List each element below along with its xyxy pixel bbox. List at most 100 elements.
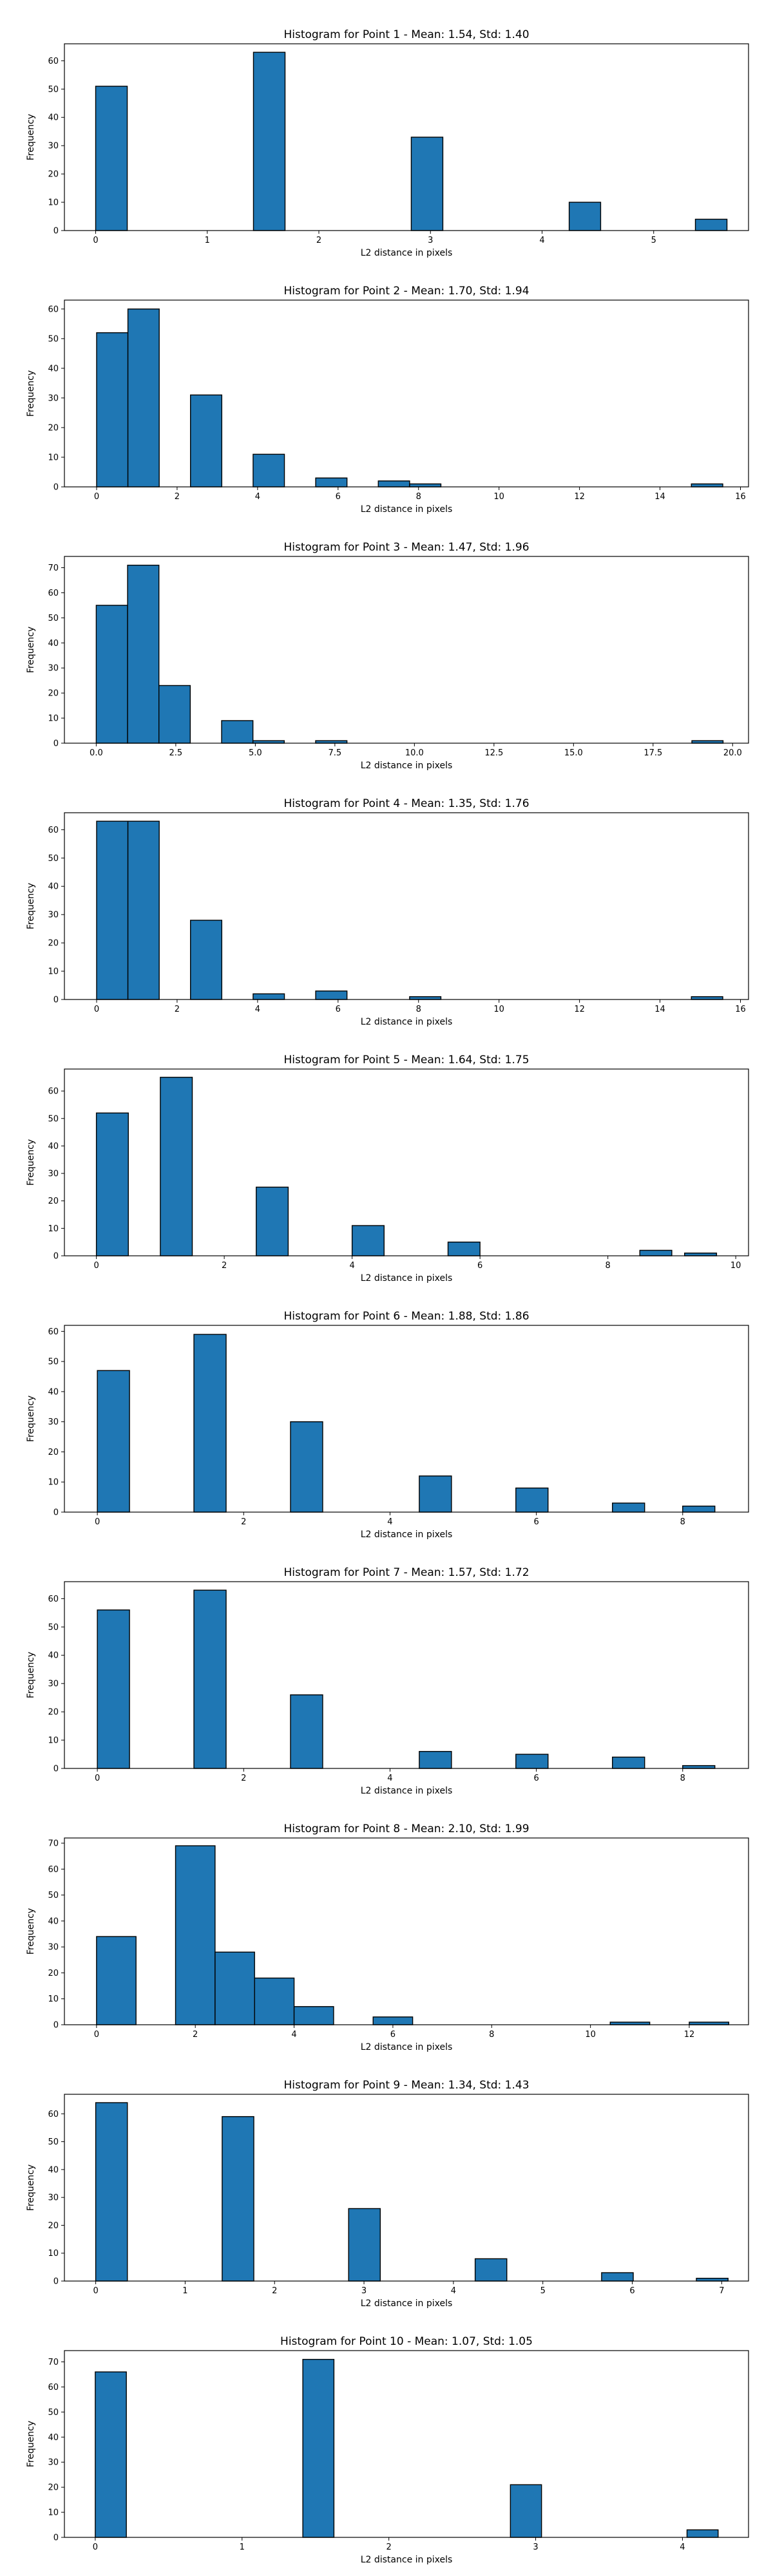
x-tick-label: 1 [205,236,210,245]
y-tick-label: 40 [48,1651,59,1661]
histogram-point-3: Histogram for Point 3 - Mean: 1.47, Std:… [26,541,749,771]
histogram-bar [96,820,129,1000]
y-tick-label: 60 [48,1595,59,1604]
histogram-point-4: Histogram for Point 4 - Mean: 1.35, Std:… [26,797,749,1027]
histogram-bar [221,720,254,744]
y-tick-label: 40 [48,639,59,649]
histogram-bar [377,480,410,488]
y-tick-label: 30 [48,2193,59,2203]
y-tick-label: 50 [48,1114,59,1124]
x-tick-label: 16 [735,1005,746,1014]
x-axis-label: L2 distance in pixels [361,248,453,258]
histogram-bar [691,996,723,1000]
x-tick-label: 6 [336,1005,341,1014]
y-tick-label: 40 [48,1142,59,1151]
x-tick-label: 2.5 [169,748,183,758]
y-tick-label: 10 [48,714,59,724]
histogram-bar [419,1750,452,1769]
histogram-point-5: Histogram for Point 5 - Mean: 1.64, Std:… [26,1054,749,1283]
x-tick-label: 0 [93,1261,99,1271]
chart-title: Histogram for Point 6 - Mean: 1.88, Std:… [283,1310,529,1323]
x-tick-label: 4 [387,1517,392,1527]
histogram-point-9: Histogram for Point 9 - Mean: 1.34, Std:… [26,2079,749,2309]
histogram-bar [293,2006,334,2025]
x-tick-label: 2 [175,1005,180,1014]
y-tick-label: 20 [48,170,59,180]
plot-frame [64,1068,749,1256]
x-tick-label: 2 [316,236,321,245]
histogram-bar [410,137,444,231]
x-tick-label: 10.0 [405,748,424,758]
x-tick-label: 12.5 [484,748,503,758]
histogram-bar [568,202,602,231]
histogram-bar [691,483,723,488]
x-tick-label: 0 [93,2286,98,2296]
histogram-bar [127,820,160,1000]
x-tick-label: 0 [93,236,98,245]
x-tick-label: 5.0 [249,748,262,758]
histogram-bar [639,1249,673,1256]
y-tick-label: 60 [48,2110,59,2119]
histogram-bar [612,1756,645,1769]
y-tick-label: 40 [48,113,59,123]
y-tick-label: 30 [48,1417,59,1427]
histogram-bar [612,1502,645,1513]
histogram-bar [256,1186,289,1256]
y-tick-label: 30 [48,393,59,403]
histogram-bar [601,2272,634,2282]
chart-title: Histogram for Point 2 - Mean: 1.70, Std:… [283,285,529,298]
y-tick-label: 20 [48,1969,59,1978]
x-axis-label: L2 distance in pixels [361,1273,453,1283]
y-tick-label: 40 [48,882,59,892]
plot-frame [64,556,749,744]
histogram-bar [351,1225,385,1256]
y-tick-label: 50 [48,334,59,344]
x-tick-label: 1 [182,2286,187,2296]
y-tick-label: 70 [48,1839,59,1849]
y-tick-label: 30 [48,142,59,151]
histogram-bar [95,605,128,744]
x-tick-label: 4 [349,1261,354,1271]
x-tick-label: 2 [222,1261,227,1271]
histogram-bar [684,1253,718,1256]
y-tick-label: 10 [48,1736,59,1746]
plot-frame [64,812,749,1000]
x-tick-label: 6 [629,2286,635,2296]
x-axis-label: L2 distance in pixels [361,2298,453,2309]
x-tick-label: 4 [291,2030,296,2040]
y-axis-label: Frequency [26,114,36,160]
x-axis-label: L2 distance in pixels [361,504,453,515]
histogram-bar [193,1589,227,1769]
plot-frame [64,1837,749,2025]
histogram-bar [96,332,129,488]
x-tick-label: 2 [241,1517,246,1527]
x-axis-label: L2 distance in pixels [361,2555,453,2565]
x-tick-label: 12 [574,492,585,502]
chart-title: Histogram for Point 4 - Mean: 1.35, Std:… [283,797,529,810]
y-tick-label: 40 [48,2165,59,2175]
x-tick-label: 8 [606,1261,611,1271]
histogram-bar [474,2258,508,2282]
y-tick-label: 0 [53,996,59,1005]
x-tick-label: 4 [539,236,544,245]
histogram-bar [127,308,160,488]
x-tick-label: 0 [94,492,99,502]
x-tick-label: 2 [386,2543,392,2552]
x-tick-label: 6 [390,2030,396,2040]
x-tick-label: 5 [651,236,656,245]
y-tick-label: 30 [48,1680,59,1689]
y-tick-label: 20 [48,689,59,699]
histogram-bar [95,2102,128,2282]
y-tick-label: 10 [48,1994,59,2004]
y-tick-label: 0 [53,1765,59,1774]
y-tick-label: 20 [48,1197,59,1206]
histogram-bar [97,1609,130,1769]
y-tick-label: 50 [48,2137,59,2147]
x-tick-label: 8 [680,1517,685,1527]
y-tick-label: 0 [53,2533,59,2543]
y-tick-label: 0 [53,2277,59,2287]
histogram-point-2: Histogram for Point 2 - Mean: 1.70, Std:… [26,285,749,515]
histogram-bar [175,1845,216,2025]
y-tick-label: 70 [48,2358,59,2367]
histogram-bar [95,2371,127,2538]
